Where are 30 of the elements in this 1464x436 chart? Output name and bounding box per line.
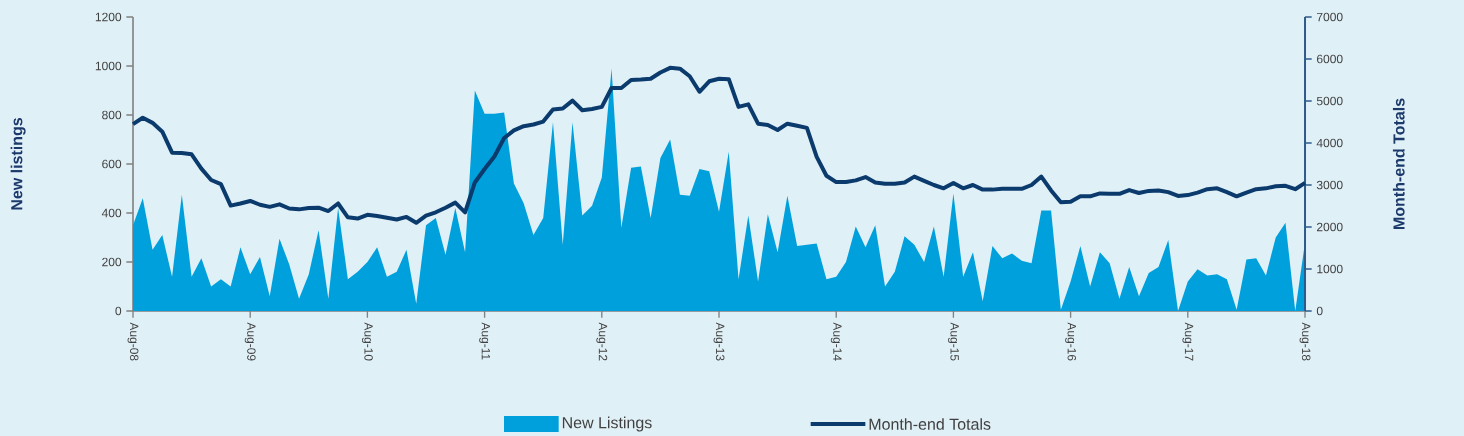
y2-tick-label: 1000 [1317,264,1343,274]
y-axis-title: New listings [10,117,26,210]
legend-label: New Listings [562,416,652,432]
y2-tick-label: 7000 [1316,12,1343,22]
y-tick-label: 1200 [95,12,122,22]
y2-tick-label: 3000 [1316,180,1343,190]
y-tick-label: 0 [115,306,122,316]
y2-tick-label: 4000 [1316,138,1343,148]
y-tick-label: 600 [102,159,122,169]
y2-axis-title: Month-end Totals [1392,98,1405,229]
x-tick-label: Aug-11 [479,322,490,360]
x-tick-label: Aug-14 [830,322,842,361]
y-tick-label: 800 [102,110,122,120]
x-tick-label: Aug-09 [244,322,256,361]
y2-tick-label: 2000 [1316,222,1343,232]
y2-tick-label: 6000 [1316,54,1343,64]
legend-label: Month-end Totals [869,418,991,430]
x-tick-label: Aug-10 [361,322,373,361]
y-tick-label: 1000 [95,61,122,71]
x-tick-label: Aug-08 [127,322,139,361]
x-tick-label: Aug-15 [948,322,959,361]
y-tick-label: 400 [101,208,122,218]
y2-tick-label: 5000 [1316,96,1343,106]
x-tick-label: Aug-12 [596,322,608,361]
y2-tick-label: 0 [1316,306,1323,316]
x-tick-label: Aug-17 [1182,322,1194,361]
x-tick-label: Aug-18 [1299,322,1311,361]
y-tick-label: 200 [102,257,122,267]
x-tick-label: Aug-16 [1065,322,1077,361]
x-tick-label: Aug-13 [713,322,725,361]
